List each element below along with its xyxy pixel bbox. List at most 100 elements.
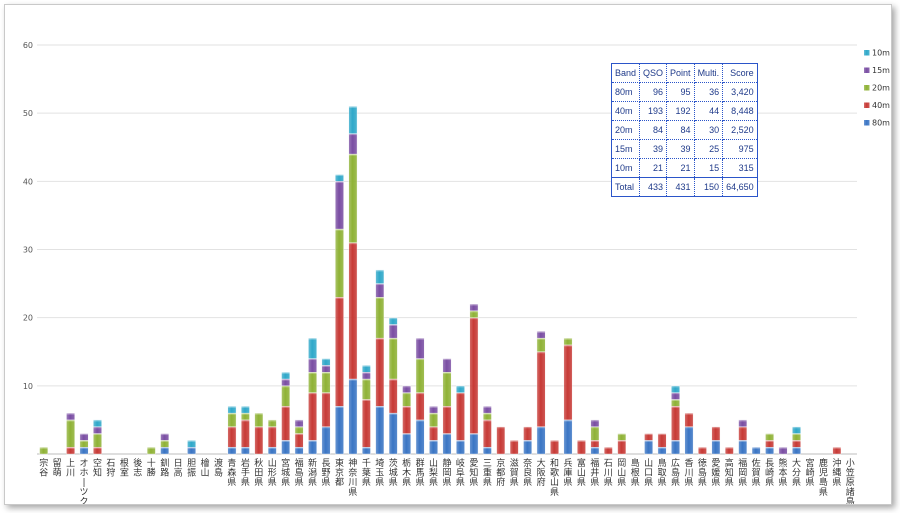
bar-segment bbox=[335, 228, 344, 298]
bar-cap bbox=[483, 413, 492, 415]
bar-cap bbox=[711, 426, 721, 429]
bar-cap bbox=[415, 338, 425, 340]
bar-segment bbox=[187, 440, 196, 448]
score-table-cell: 21 bbox=[666, 158, 695, 178]
bar-segment bbox=[415, 419, 425, 455]
bar-cap bbox=[429, 440, 438, 442]
x-tick-label: 群馬県 bbox=[416, 457, 425, 488]
legend-swatch bbox=[864, 120, 870, 126]
legend-swatch bbox=[864, 50, 870, 56]
x-tick-label: オホ|ツク bbox=[80, 458, 89, 504]
bar-segment bbox=[671, 440, 680, 455]
bar-segment bbox=[456, 392, 465, 441]
x-tick-label: 埼玉県 bbox=[375, 457, 384, 488]
bar-cap bbox=[79, 433, 89, 436]
bar-cap bbox=[335, 297, 344, 299]
score-table-cell: 975 bbox=[722, 139, 758, 159]
bar-cap bbox=[389, 338, 398, 340]
bar-cap bbox=[577, 440, 586, 442]
x-tick-label: 沖縄県 bbox=[832, 457, 841, 488]
bar-cap bbox=[389, 413, 398, 415]
x-tick-label: 長崎県 bbox=[765, 458, 774, 488]
bar-segment bbox=[375, 283, 385, 298]
bar-segment bbox=[603, 446, 613, 455]
bar-segment bbox=[711, 426, 721, 441]
score-table-cell: 30 bbox=[693, 120, 724, 140]
bar-segment bbox=[415, 358, 425, 393]
bar-cap bbox=[402, 392, 411, 395]
legend-label: 80m bbox=[872, 119, 890, 128]
bar-segment bbox=[402, 433, 412, 455]
bar-cap bbox=[684, 413, 694, 415]
bar-cap bbox=[254, 426, 263, 429]
bar-cap bbox=[550, 440, 559, 442]
bar-segment bbox=[308, 337, 317, 359]
bar-segment bbox=[348, 378, 358, 455]
bar-cap bbox=[160, 440, 169, 442]
bar-segment bbox=[657, 433, 667, 448]
y-tick-label: 40 bbox=[23, 177, 33, 186]
bar-cap bbox=[536, 331, 546, 333]
bar-segment bbox=[402, 385, 412, 393]
bar-segment bbox=[550, 440, 559, 455]
bar-segment bbox=[456, 440, 465, 455]
bar-cap bbox=[93, 426, 102, 429]
bar-cap bbox=[738, 440, 747, 442]
bar-cap bbox=[792, 440, 801, 442]
x-tick-label: 檜山 bbox=[201, 457, 210, 479]
x-tick-label: 福岡県 bbox=[738, 457, 747, 488]
score-table-cell: 150 bbox=[693, 177, 724, 197]
bar-cap bbox=[469, 433, 479, 436]
bar-cap bbox=[227, 406, 237, 408]
bar-cap bbox=[483, 419, 492, 422]
x-tick-label: 茨城県 bbox=[389, 457, 398, 488]
bar-segment bbox=[469, 303, 479, 312]
bar-cap bbox=[429, 426, 438, 429]
bar-segment bbox=[509, 440, 519, 455]
bar-cap bbox=[147, 447, 156, 449]
bar-cap bbox=[79, 440, 89, 442]
bar-cap bbox=[483, 406, 492, 408]
bar-cap bbox=[496, 426, 505, 429]
bar-segment bbox=[267, 419, 277, 427]
bar-cap bbox=[187, 447, 196, 449]
bar-segment bbox=[617, 440, 627, 455]
bar-segment bbox=[93, 419, 102, 427]
bar-cap bbox=[308, 440, 317, 442]
x-tick-label: 佐賀県 bbox=[752, 457, 761, 488]
bar-segment bbox=[227, 412, 237, 427]
stacked-bar-chart: 10 20 30 40 50 60 宗谷留萌上川オホ|ツク空知石狩根室後志十勝釧路日高胆振檜… bbox=[23, 41, 890, 504]
bar-cap bbox=[738, 419, 747, 422]
x-tick-label: 滋賀県 bbox=[510, 457, 519, 488]
bar-cap bbox=[671, 406, 680, 408]
bar-cap bbox=[294, 447, 304, 449]
bar-segment bbox=[361, 378, 371, 400]
score-table-cell: 8,448 bbox=[722, 101, 758, 121]
bar-segment bbox=[429, 440, 438, 455]
bar-segment bbox=[254, 412, 264, 427]
bar-segment bbox=[563, 337, 573, 346]
bar-cap bbox=[483, 447, 492, 449]
bar-cap bbox=[510, 440, 519, 442]
x-tick-label: 後志 bbox=[133, 457, 142, 479]
bar-segment bbox=[388, 378, 398, 414]
bar-cap bbox=[362, 365, 371, 367]
bar-cap bbox=[536, 351, 546, 354]
bar-segment bbox=[590, 419, 600, 427]
bar-cap bbox=[241, 413, 250, 415]
legend-label: 10m bbox=[872, 49, 890, 58]
bar-cap bbox=[442, 433, 452, 436]
bar-cap bbox=[738, 426, 747, 429]
bar-cap bbox=[241, 406, 250, 408]
bar-cap bbox=[308, 392, 317, 395]
score-table-cell: 431 bbox=[666, 177, 695, 197]
bar-segment bbox=[563, 419, 573, 455]
bar-cap bbox=[348, 106, 358, 108]
x-tick-label: 留萌 bbox=[53, 457, 62, 479]
score-table-row: 80m 96 95 36 3,420 bbox=[610, 82, 758, 102]
bar-segment bbox=[39, 446, 49, 455]
x-tick-label: 渡島 bbox=[214, 457, 223, 479]
score-table-cell: 193 bbox=[639, 101, 668, 121]
bar-segment bbox=[321, 372, 331, 393]
x-tick-label: 山口県 bbox=[644, 458, 653, 488]
